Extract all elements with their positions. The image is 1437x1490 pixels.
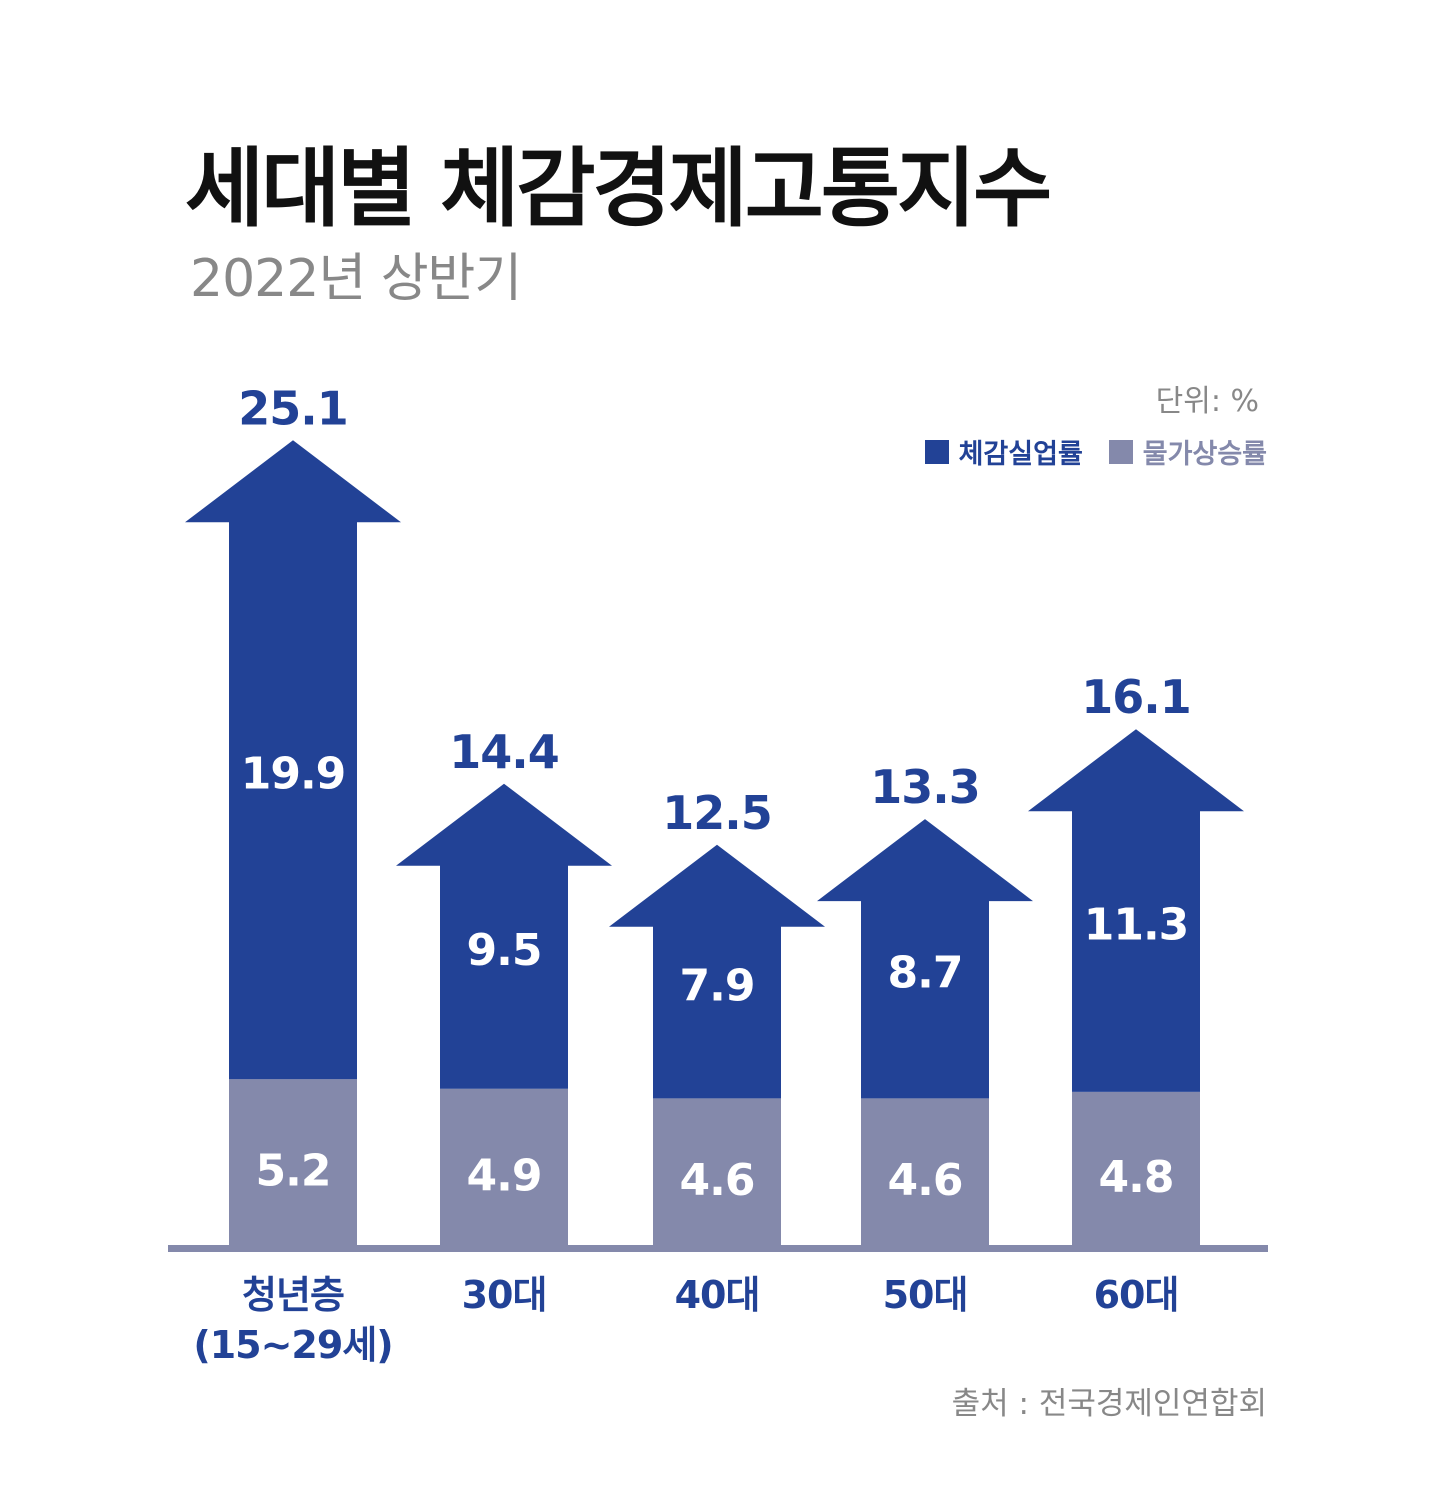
legend-item-inflation: 물가상승률 (1108, 432, 1267, 471)
legend-swatch-unemployment (924, 439, 949, 464)
chart-title: 세대별 체감경제고통지수 (185, 139, 1052, 239)
data-label-total: 13.3 (870, 760, 980, 814)
data-label-unemployment: 7.9 (680, 961, 755, 1012)
data-label-inflation: 4.9 (467, 1150, 542, 1201)
category-label: 청년층 (242, 1273, 344, 1317)
x-axis-line (168, 1245, 1268, 1252)
data-label-total: 14.4 (449, 725, 559, 779)
bar-segment-unemployment-arrow (817, 819, 1033, 1099)
legend: 체감실업률 물가상승률 (924, 432, 1267, 471)
unit-label: 단위: % (1155, 384, 1259, 419)
bar-segment-inflation (440, 1088, 568, 1246)
data-label-total: 12.5 (662, 786, 772, 840)
legend-swatch-inflation (1108, 439, 1133, 464)
data-label-total: 25.1 (238, 381, 348, 435)
category-label: 40대 (675, 1273, 760, 1317)
category-label: (15~29세) (193, 1323, 392, 1367)
data-label-unemployment: 11.3 (1084, 900, 1189, 951)
bar-segment-unemployment-arrow (396, 783, 612, 1089)
bar-segment-unemployment-arrow (185, 440, 401, 1080)
category-label: 60대 (1094, 1273, 1179, 1317)
bar-segment-inflation (653, 1098, 781, 1246)
data-label-inflation: 4.6 (888, 1155, 963, 1206)
legend-label: 체감실업률 (958, 439, 1083, 470)
bar-segment-inflation (1072, 1091, 1200, 1246)
bar-segment-unemployment-arrow (609, 844, 825, 1099)
data-label-unemployment: 19.9 (241, 749, 346, 800)
chart-subtitle: 2022년 상반기 (190, 249, 522, 309)
data-label-unemployment: 9.5 (467, 925, 542, 976)
data-label-inflation: 4.8 (1099, 1152, 1174, 1203)
bar-segment-inflation (229, 1079, 357, 1246)
data-label-inflation: 5.2 (256, 1146, 331, 1197)
data-label-total: 16.1 (1081, 670, 1191, 724)
legend-item-unemployment: 체감실업률 (924, 432, 1083, 471)
source-note: 출처 : 전국경제인연합회 (951, 1386, 1267, 1422)
legend-label: 물가상승률 (1142, 439, 1267, 470)
bar-segment-unemployment-arrow (1028, 729, 1244, 1092)
category-label: 30대 (462, 1273, 547, 1317)
category-label: 50대 (883, 1273, 968, 1317)
data-label-unemployment: 8.7 (888, 948, 963, 999)
bar-segment-inflation (861, 1098, 989, 1246)
data-label-inflation: 4.6 (680, 1155, 755, 1206)
